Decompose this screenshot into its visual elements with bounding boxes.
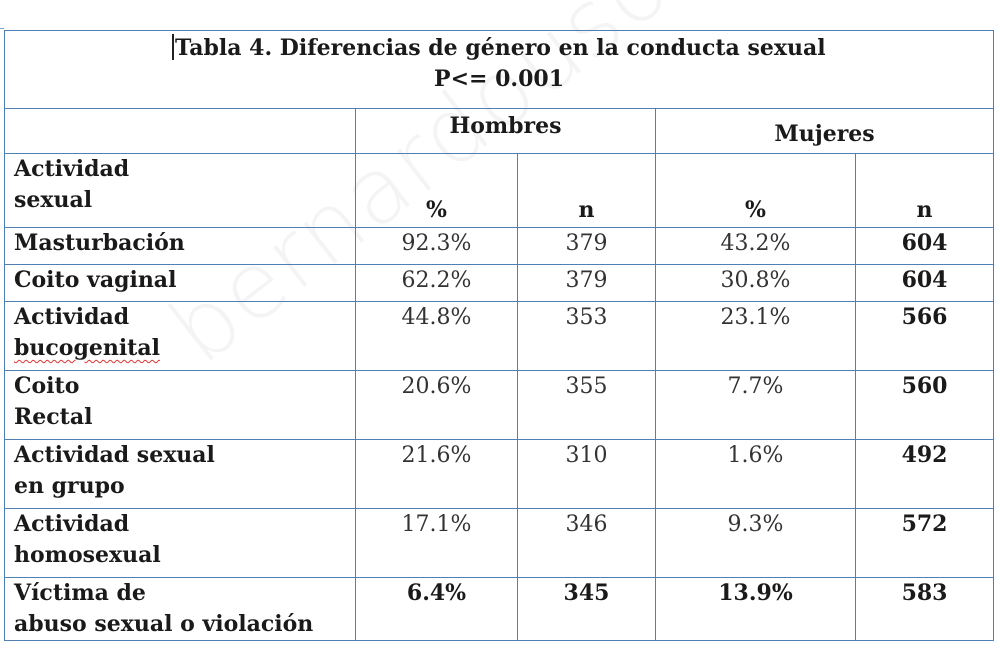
table-row: Masturbación 92.3% 379 43.2% 604 <box>4 227 995 265</box>
table-row: Actividad homosexual 17.1% 346 9.3% 572 <box>4 508 995 578</box>
group-men: Hombres <box>355 108 656 154</box>
women-pct: 7.7% <box>655 370 856 440</box>
women-n: 604 <box>854 264 995 302</box>
group-header-row: Hombres Mujeres <box>4 108 995 154</box>
women-n: 492 <box>854 439 995 509</box>
women-n: 583 <box>854 577 995 641</box>
row-label-line1: Coito vaginal <box>14 267 177 293</box>
women-pct: 1.6% <box>655 439 856 509</box>
title-row: Tabla 4. Diferencias de género en la con… <box>3 30 995 109</box>
row-label-line1: Masturbación <box>14 230 185 256</box>
row-label-line2: homosexual <box>14 542 161 568</box>
header-label-line1: Actividad <box>14 156 130 182</box>
men-pct-header: % <box>355 153 518 228</box>
empty-header-cell <box>4 108 356 154</box>
table-row: Víctima de abuso sexual o violación 6.4%… <box>4 577 995 641</box>
row-label: Coito vaginal <box>4 264 356 302</box>
women-pct: 9.3% <box>655 508 856 578</box>
row-label: Actividad sexual en grupo <box>4 439 356 509</box>
men-n: 379 <box>517 264 656 302</box>
men-pct: 17.1% <box>355 508 518 578</box>
men-n: 353 <box>517 301 656 371</box>
table-row: Coito vaginal 62.2% 379 30.8% 604 <box>4 264 995 302</box>
text-cursor <box>172 34 174 60</box>
header-label-line2: sexual <box>14 187 93 213</box>
row-label: Actividad bucogenital <box>4 301 356 371</box>
men-pct: 62.2% <box>355 264 518 302</box>
row-label-line1: Coito <box>14 373 80 399</box>
women-n: 572 <box>854 508 995 578</box>
row-label-line1: Actividad <box>14 304 130 330</box>
table-row: Coito Rectal 20.6% 355 7.7% 560 <box>4 370 995 440</box>
row-label: Masturbación <box>4 227 356 265</box>
table-subtitle: P<= 0.001 <box>434 66 565 92</box>
row-label-line2: bucogenital <box>14 335 160 361</box>
table-row: Actividad bucogenital 44.8% 353 23.1% 56… <box>4 301 995 371</box>
men-n: 379 <box>517 227 656 265</box>
row-label-line2: en grupo <box>14 473 125 499</box>
row-label-line1: Actividad <box>14 511 130 537</box>
row-label-line2: Rectal <box>14 404 93 430</box>
women-pct: 43.2% <box>655 227 856 265</box>
women-pct: 23.1% <box>655 301 856 371</box>
header-label: Actividad sexual <box>4 153 356 228</box>
women-n-header: n <box>854 153 995 228</box>
women-pct-header: % <box>655 153 856 228</box>
table-row: Actividad sexual en grupo 21.6% 310 1.6%… <box>4 439 995 509</box>
group-women: Mujeres <box>654 108 995 154</box>
row-label-line2: abuso sexual o violación <box>14 611 314 637</box>
row-label-line1: Actividad sexual <box>14 442 215 468</box>
men-pct: 92.3% <box>355 227 518 265</box>
table-title-cell: Tabla 4. Diferencias de género en la con… <box>3 30 995 109</box>
men-n: 310 <box>517 439 656 509</box>
row-label: Víctima de abuso sexual o violación <box>4 577 356 641</box>
women-pct: 30.8% <box>655 264 856 302</box>
column-header-row: Actividad sexual % n % n <box>4 153 995 228</box>
men-pct: 6.4% <box>355 577 518 641</box>
row-label: Coito Rectal <box>4 370 356 440</box>
men-pct: 20.6% <box>355 370 518 440</box>
men-n: 346 <box>517 508 656 578</box>
row-label-line1: Víctima de <box>14 580 146 606</box>
table-title: Tabla 4. Diferencias de género en la con… <box>174 35 826 61</box>
women-n: 566 <box>854 301 995 371</box>
men-pct: 44.8% <box>355 301 518 371</box>
men-n-header: n <box>517 153 656 228</box>
women-n: 604 <box>854 227 995 265</box>
men-pct: 21.6% <box>355 439 518 509</box>
row-label: Actividad homosexual <box>4 508 356 578</box>
men-n: 355 <box>517 370 656 440</box>
women-n: 560 <box>854 370 995 440</box>
gender-differences-table: Tabla 4. Diferencias de género en la con… <box>3 30 995 641</box>
men-n: 345 <box>517 577 656 641</box>
women-pct: 13.9% <box>655 577 856 641</box>
corner-mark <box>0 28 4 32</box>
